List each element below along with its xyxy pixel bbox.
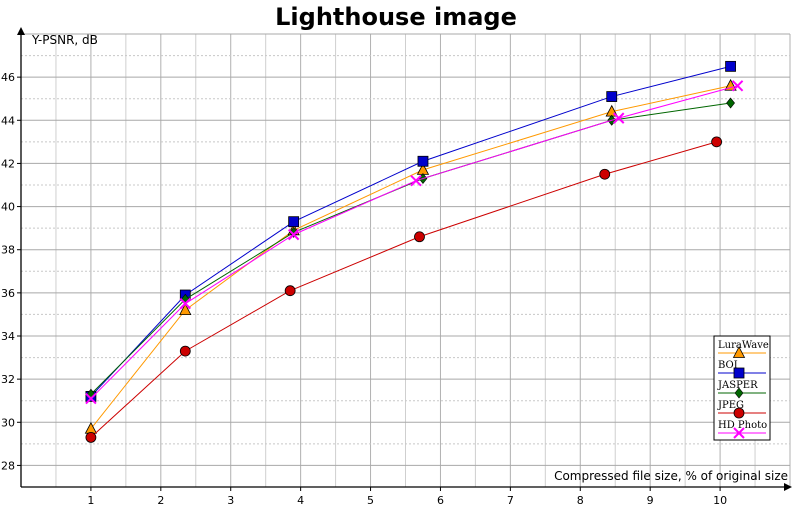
legend-marker <box>733 407 745 419</box>
data-point-lurawave <box>179 303 192 316</box>
legend-label: JPEG <box>717 400 744 411</box>
y-tick-label: 30 <box>1 416 15 429</box>
series-line-hd-photo <box>90 85 738 399</box>
legend-item-jasper: JASPER <box>717 380 766 399</box>
data-point-hd-photo <box>410 174 422 187</box>
y-tick-label: 34 <box>1 330 15 343</box>
y-tick-label: 40 <box>1 201 15 214</box>
x-tick-label: 10 <box>713 494 727 507</box>
y-tick-label: 42 <box>1 157 15 170</box>
data-point-jasper <box>726 97 735 109</box>
data-point-hd-photo <box>179 297 191 310</box>
series-jpeg <box>85 136 722 443</box>
y-tick-label: 32 <box>1 373 15 386</box>
series-hd-photo <box>85 80 744 405</box>
x-tick-label: 5 <box>367 494 374 507</box>
cross-stroke <box>85 392 97 405</box>
cross-stroke <box>410 174 422 187</box>
x-tick-label: 2 <box>157 494 164 507</box>
x-tick-label: 6 <box>437 494 444 507</box>
legend-label: JASPER <box>717 380 758 391</box>
legend-label: LuraWave <box>718 340 769 351</box>
y-axis-arrow <box>17 27 25 35</box>
series-line-lurawave <box>90 85 731 430</box>
data-point-boi <box>288 216 300 228</box>
data-point-boi <box>417 155 429 167</box>
data-point-hd-photo <box>287 228 300 241</box>
legend-marker <box>733 427 745 439</box>
cross-stroke <box>733 427 745 439</box>
legend-marker <box>732 346 746 358</box>
legend-item-jpeg: JPEG <box>717 400 766 419</box>
legend-item-boi: BOI <box>718 360 766 379</box>
y-tick-label: 46 <box>1 71 15 84</box>
data-point-lurawave <box>724 78 737 91</box>
data-point-jpeg <box>284 285 296 297</box>
data-point-hd-photo <box>85 392 97 405</box>
y-tick-label: 28 <box>1 459 15 472</box>
series-line-boi <box>90 65 731 397</box>
y-tick-label: 36 <box>1 287 15 300</box>
legend-marker <box>734 387 744 399</box>
legend-item-hd-photo: HD Photo <box>718 420 767 439</box>
series-line-jpeg <box>90 141 717 438</box>
x-tick-label: 8 <box>577 494 584 507</box>
legend-item-lurawave: LuraWave <box>718 340 769 358</box>
cross-stroke <box>287 228 300 241</box>
x-tick-label: 1 <box>87 494 94 507</box>
chart-title: Lighthouse image <box>275 3 517 31</box>
cross-stroke <box>731 80 744 92</box>
data-point-jpeg <box>414 231 425 243</box>
x-axis-label: Compressed file size, % of original size <box>554 469 788 483</box>
legend-label: BOI <box>718 360 738 371</box>
data-point-boi <box>725 60 736 72</box>
data-point-jpeg <box>179 345 191 357</box>
data-point-jpeg <box>85 431 97 443</box>
legend-label: HD Photo <box>718 420 767 431</box>
series-group <box>84 60 744 443</box>
data-point-hd-photo <box>613 112 625 124</box>
x-tick-label: 3 <box>227 494 234 507</box>
y-tick-label: 38 <box>1 244 15 257</box>
series-line-jasper <box>90 102 731 395</box>
y-axis-label: Y-PSNR, dB <box>31 33 98 47</box>
cross-stroke <box>613 112 625 124</box>
legend: LuraWave BOI JASPER JPEG HD Photo <box>713 335 771 441</box>
x-tick-label: 7 <box>507 494 514 507</box>
data-point-hd-photo <box>731 80 744 92</box>
data-point-boi <box>606 91 618 102</box>
data-point-jpeg <box>599 168 611 180</box>
x-tick-label: 9 <box>647 494 654 507</box>
data-point-jpeg <box>711 136 722 148</box>
cross-stroke <box>179 297 191 310</box>
y-tick-label: 44 <box>1 114 15 127</box>
legend-marker <box>733 367 745 379</box>
x-axis-arrow <box>784 483 792 491</box>
x-tick-label: 4 <box>297 494 304 507</box>
axes <box>17 27 792 491</box>
